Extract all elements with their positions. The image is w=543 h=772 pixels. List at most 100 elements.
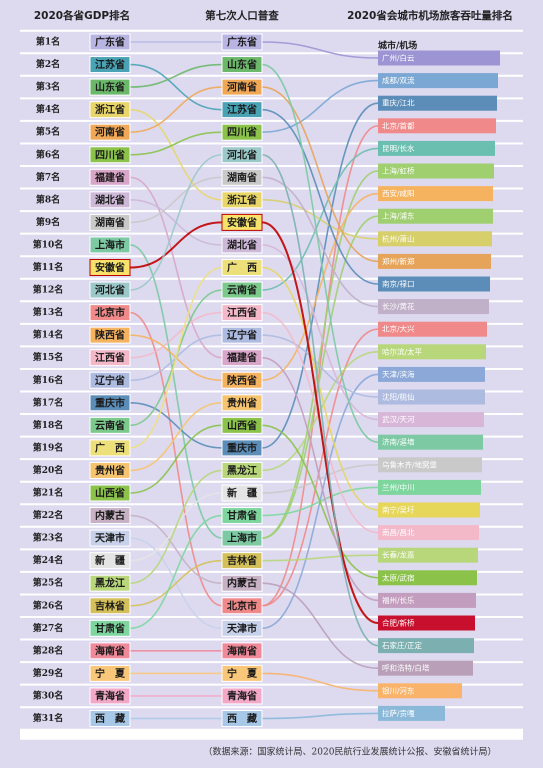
airport-bar: [378, 434, 483, 450]
population-province: 山东省: [227, 58, 257, 71]
airport-name: 成都/双流: [382, 75, 415, 85]
gdp-province-box: [89, 439, 131, 457]
rank-link: [129, 86, 223, 133]
middle-title: 第七次人口普查: [205, 9, 279, 22]
airport-link: [261, 153, 379, 647]
population-province: 云南省: [227, 284, 257, 297]
airport-bar: [378, 570, 477, 586]
airport-link: [261, 554, 379, 562]
rank-label: 第3名: [36, 81, 60, 93]
population-province: 西 藏: [227, 712, 257, 725]
gdp-province: 广东省: [95, 36, 125, 49]
airport-link: [261, 86, 379, 263]
airport-link: [261, 351, 379, 472]
rank-link: [129, 311, 223, 359]
airport-link: [261, 199, 379, 240]
rank-label: 第10名: [33, 238, 64, 250]
gdp-province: 北京市: [95, 306, 125, 319]
population-province-box: [221, 710, 263, 727]
gdp-province-box: [89, 597, 131, 615]
gdp-province: 海南省: [95, 644, 125, 657]
airport-link: [261, 221, 379, 624]
rank-label: 第24名: [33, 554, 64, 566]
rank-link: [129, 266, 223, 449]
airport-name: 哈尔滨/太平: [382, 346, 423, 356]
airport-bar: [378, 705, 445, 721]
airport-name: 上海/浦东: [382, 211, 415, 221]
airport-name: 沈阳/桃仙: [382, 392, 415, 402]
airport-link: [261, 41, 379, 59]
rank-label: 第17名: [33, 396, 64, 408]
gdp-province: 黑龙江: [95, 577, 125, 590]
rank-label: 第14名: [33, 329, 64, 341]
gdp-province-box: [89, 191, 131, 209]
airport-name: 广州/白云: [382, 53, 415, 63]
airport-link: [261, 215, 379, 539]
gdp-province: 西 藏: [95, 712, 125, 725]
rank-link: [129, 402, 223, 472]
gdp-province-box: [89, 146, 131, 164]
gdp-province: 贵州省: [95, 464, 125, 477]
rank-label: 第22名: [33, 509, 64, 521]
rank-link: [129, 153, 223, 291]
airport-link: [261, 672, 379, 692]
airport-bar: [378, 186, 493, 202]
rank-link: [129, 63, 223, 88]
rank-label: 第2名: [36, 58, 60, 70]
airport-name: 天津/滨海: [382, 369, 415, 379]
rank-label: 第13名: [33, 306, 64, 318]
population-province: 河南省: [227, 81, 257, 94]
gdp-province: 湖北省: [95, 193, 125, 206]
rank-label: 第8名: [36, 193, 60, 205]
population-province: 辽宁省: [227, 329, 257, 342]
airport-bar: [378, 344, 486, 360]
gdp-province-box: [89, 78, 131, 96]
airport-link: [261, 712, 379, 720]
population-province-box: [221, 33, 263, 51]
rank-label: 第20名: [33, 464, 64, 476]
gdp-province: 甘肃省: [95, 622, 125, 635]
gdp-province-box: [89, 304, 131, 322]
gdp-province-box: [89, 484, 131, 502]
gdp-province: 天津市: [95, 532, 125, 545]
population-province-box: [221, 371, 263, 389]
airport-bar: [378, 321, 487, 337]
gdp-province-box: [89, 56, 131, 74]
gdp-province: 上海市: [95, 238, 125, 251]
rank-link: [129, 514, 223, 630]
airport-link: [261, 63, 379, 443]
population-province: 湖北省: [227, 238, 257, 251]
population-province-box: [221, 326, 263, 344]
gdp-province: 安徽省: [95, 261, 125, 274]
population-province: 黑龙江: [227, 464, 257, 477]
population-province: 吉林省: [227, 554, 257, 567]
gdp-province-box: [89, 236, 131, 254]
rank-link: [129, 514, 223, 584]
rank-label: 第27名: [33, 622, 64, 634]
rank-label: 第26名: [33, 599, 64, 611]
airport-name: 北京/大兴: [382, 324, 415, 334]
rank-label: 第7名: [36, 171, 60, 183]
gdp-province: 广 西: [95, 441, 125, 454]
airport-bar: [378, 231, 492, 247]
population-province-box: [221, 664, 263, 682]
population-province: 宁 夏: [227, 667, 258, 680]
gdp-province: 吉林省: [95, 599, 125, 612]
gdp-province-box: [89, 394, 131, 412]
gdp-province: 云南省: [95, 419, 125, 432]
airport-bar: [378, 683, 462, 699]
gdp-province-box: [89, 281, 131, 299]
airport-name: 南京/禄口: [382, 279, 415, 289]
airport-name: 长春/龙嘉: [382, 550, 415, 560]
population-province: 江苏省: [227, 103, 257, 116]
rank-link: [129, 176, 223, 224]
rank-link: [129, 221, 223, 269]
gdp-province-box: [89, 664, 131, 682]
rank-link: [129, 176, 223, 359]
airport-bar: [378, 118, 496, 134]
airport-link: [261, 328, 379, 607]
population-province-box: [221, 349, 263, 367]
population-province: 河北省: [227, 148, 257, 161]
population-province-box: [221, 597, 263, 615]
airport-bar: [378, 547, 478, 563]
